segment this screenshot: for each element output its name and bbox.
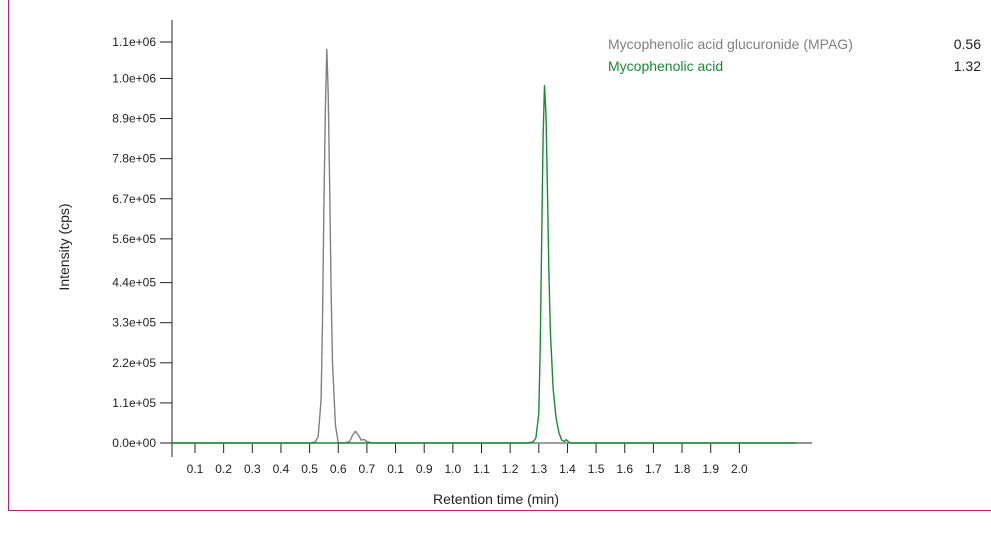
x-tick-label: 1.7 xyxy=(645,462,662,476)
x-tick-label: 0.3 xyxy=(244,462,261,476)
legend: Mycophenolic acid glucuronide (MPAG) 0.56… xyxy=(608,36,981,74)
x-tick-label: 1.9 xyxy=(702,462,719,476)
x-tick-label: 0.9 xyxy=(416,462,433,476)
x-tick-label: 1.3 xyxy=(530,462,547,476)
y-tick-label: 3.3e+05 xyxy=(112,316,156,330)
x-tick-label: 1.1 xyxy=(473,462,490,476)
y-axis: 0.0e+00 1.1e+05 2.2e+05 3.3e+05 4.4e+05 5.6e+… xyxy=(112,20,172,450)
legend-entry-retention-time: 0.56 xyxy=(954,36,981,52)
x-tick-label: 1.4 xyxy=(559,462,576,476)
y-tick-label: 1.1e+05 xyxy=(112,396,156,410)
x-axis-label: Retention time (min) xyxy=(433,491,559,507)
series-line xyxy=(172,86,797,443)
series-line xyxy=(172,49,797,443)
x-tick-label: 0.2 xyxy=(215,462,232,476)
series-layer xyxy=(172,49,797,443)
y-tick-label: 1.0e+06 xyxy=(112,71,156,85)
x-tick-label: 0.4 xyxy=(273,462,290,476)
legend-entry-name: Mycophenolic acid xyxy=(608,58,723,74)
y-tick-label: 4.4e+05 xyxy=(112,276,156,290)
y-tick-label: 1.1e+06 xyxy=(112,35,156,49)
x-tick-label: 0.7 xyxy=(359,462,376,476)
legend-entry-name: Mycophenolic acid glucuronide (MPAG) xyxy=(608,36,853,52)
x-tick-label: 1.2 xyxy=(502,462,519,476)
x-tick-label: 1.5 xyxy=(588,462,605,476)
y-axis-label: Intensity (cps) xyxy=(56,203,72,290)
y-tick-label: 2.2e+05 xyxy=(112,356,156,370)
x-tick-label: 0.5 xyxy=(301,462,318,476)
x-axis: 0.1 0.2 0.3 0.4 0.5 0.6 0.7 0.1 0.9 1.0 1.1 1.2 1.3 1… xyxy=(172,443,812,476)
legend-entry-retention-time: 1.32 xyxy=(954,58,981,74)
x-tick-label: 0.6 xyxy=(330,462,347,476)
y-tick-label: 5.6e+05 xyxy=(112,232,156,246)
x-tick-label: 0.1 xyxy=(387,462,404,476)
y-tick-label: 8.9e+05 xyxy=(112,112,156,126)
y-tick-label: 6.7e+05 xyxy=(112,192,156,206)
x-tick-label: 1.0 xyxy=(445,462,462,476)
y-tick-label: 0.0e+00 xyxy=(112,436,156,450)
x-tick-label: 1.8 xyxy=(674,462,691,476)
x-tick-label: 1.6 xyxy=(616,462,633,476)
y-tick-label: 7.8e+05 xyxy=(112,152,156,166)
x-tick-label: 0.1 xyxy=(187,462,204,476)
x-tick-label: 2.0 xyxy=(731,462,748,476)
